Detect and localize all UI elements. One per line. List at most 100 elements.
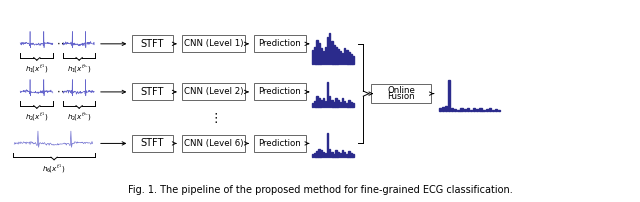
Bar xyxy=(438,108,441,111)
Text: Fusion: Fusion xyxy=(387,92,415,101)
Bar xyxy=(333,45,335,64)
Bar xyxy=(316,151,317,157)
Bar xyxy=(486,109,488,111)
Bar xyxy=(348,151,349,157)
Bar xyxy=(331,100,333,107)
Bar xyxy=(333,102,335,107)
Bar xyxy=(331,152,333,157)
FancyBboxPatch shape xyxy=(132,135,173,152)
Bar xyxy=(337,49,339,64)
Bar xyxy=(321,150,322,157)
Bar xyxy=(344,101,346,107)
Bar xyxy=(353,103,354,107)
FancyBboxPatch shape xyxy=(132,35,173,53)
Bar xyxy=(463,109,466,111)
Bar xyxy=(346,50,348,64)
Bar xyxy=(337,100,339,107)
Bar xyxy=(329,33,330,64)
FancyBboxPatch shape xyxy=(132,83,173,101)
Bar xyxy=(324,47,326,64)
Bar xyxy=(350,54,352,64)
Text: $\vdots$: $\vdots$ xyxy=(209,111,218,125)
Bar xyxy=(316,40,317,64)
Text: CNN (Level 2): CNN (Level 2) xyxy=(184,87,243,96)
Bar xyxy=(483,109,484,111)
Bar xyxy=(492,109,494,111)
Bar xyxy=(348,100,349,107)
Bar xyxy=(323,50,324,64)
Bar xyxy=(344,48,346,64)
Bar xyxy=(448,80,450,111)
Text: STFT: STFT xyxy=(141,39,164,49)
Bar xyxy=(337,152,339,157)
Bar xyxy=(329,96,330,107)
Bar xyxy=(342,53,343,64)
Bar xyxy=(489,108,491,111)
Bar xyxy=(353,154,354,157)
FancyBboxPatch shape xyxy=(254,135,305,152)
Bar xyxy=(327,133,328,157)
Bar xyxy=(312,50,314,64)
Bar xyxy=(316,96,317,107)
Bar xyxy=(454,109,456,111)
Text: Prediction: Prediction xyxy=(259,39,301,48)
Bar xyxy=(470,109,472,111)
FancyBboxPatch shape xyxy=(254,83,305,101)
Bar xyxy=(327,82,328,107)
Text: CNN (Level 1): CNN (Level 1) xyxy=(184,39,243,48)
Bar xyxy=(323,152,324,157)
Bar xyxy=(344,152,346,157)
Bar xyxy=(314,101,316,107)
Bar xyxy=(342,98,343,107)
FancyBboxPatch shape xyxy=(371,84,431,103)
Text: Online: Online xyxy=(387,86,415,95)
Bar xyxy=(495,109,497,111)
Bar xyxy=(329,149,330,157)
Bar xyxy=(335,98,337,107)
Text: Prediction: Prediction xyxy=(259,87,301,96)
Bar xyxy=(467,108,469,111)
Bar xyxy=(473,108,476,111)
Text: $\cdots$: $\cdots$ xyxy=(56,86,68,96)
Text: $h_2\!\left(x^{t^{k_2}}\right)$: $h_2\!\left(x^{t^{k_2}}\right)$ xyxy=(67,111,92,124)
Bar xyxy=(321,48,322,64)
Text: $h_1\!\left(x^{t^{k_1}}\right)$: $h_1\!\left(x^{t^{k_1}}\right)$ xyxy=(67,63,92,76)
Bar xyxy=(340,153,341,157)
Text: $h_2\!\left(x^{t^1}\right)$: $h_2\!\left(x^{t^1}\right)$ xyxy=(25,111,48,124)
Text: $\cdots$: $\cdots$ xyxy=(56,38,68,48)
Text: $h_6\!\left(x^{t^1}\right)$: $h_6\!\left(x^{t^1}\right)$ xyxy=(42,162,66,176)
Bar xyxy=(346,154,348,157)
Bar xyxy=(479,108,481,111)
Text: Fig. 1. The pipeline of the proposed method for fine-grained ECG classification.: Fig. 1. The pipeline of the proposed met… xyxy=(127,185,513,195)
Bar xyxy=(318,149,320,157)
Bar xyxy=(321,100,322,107)
Bar xyxy=(451,108,453,111)
Bar xyxy=(324,153,326,157)
Bar xyxy=(340,51,341,64)
Bar xyxy=(348,52,349,64)
Bar xyxy=(312,103,314,107)
Bar xyxy=(442,107,444,111)
Bar xyxy=(314,47,316,64)
Bar xyxy=(346,103,348,107)
Bar xyxy=(461,108,463,111)
Bar xyxy=(327,37,328,64)
Bar xyxy=(333,154,335,157)
FancyBboxPatch shape xyxy=(254,35,305,53)
Bar xyxy=(335,150,337,157)
Bar xyxy=(342,150,343,157)
FancyBboxPatch shape xyxy=(182,35,244,53)
FancyBboxPatch shape xyxy=(182,83,244,101)
Bar xyxy=(324,101,326,107)
Bar xyxy=(314,153,316,157)
Bar xyxy=(340,102,341,107)
Bar xyxy=(445,106,447,111)
Text: CNN (Level 6): CNN (Level 6) xyxy=(184,139,243,148)
Bar xyxy=(318,98,320,107)
Bar xyxy=(323,98,324,107)
Bar xyxy=(350,153,352,157)
Bar xyxy=(318,43,320,64)
Text: $h_1\!\left(x^{t^1}\right)$: $h_1\!\left(x^{t^1}\right)$ xyxy=(25,63,48,76)
Bar xyxy=(350,102,352,107)
Text: STFT: STFT xyxy=(141,87,164,97)
